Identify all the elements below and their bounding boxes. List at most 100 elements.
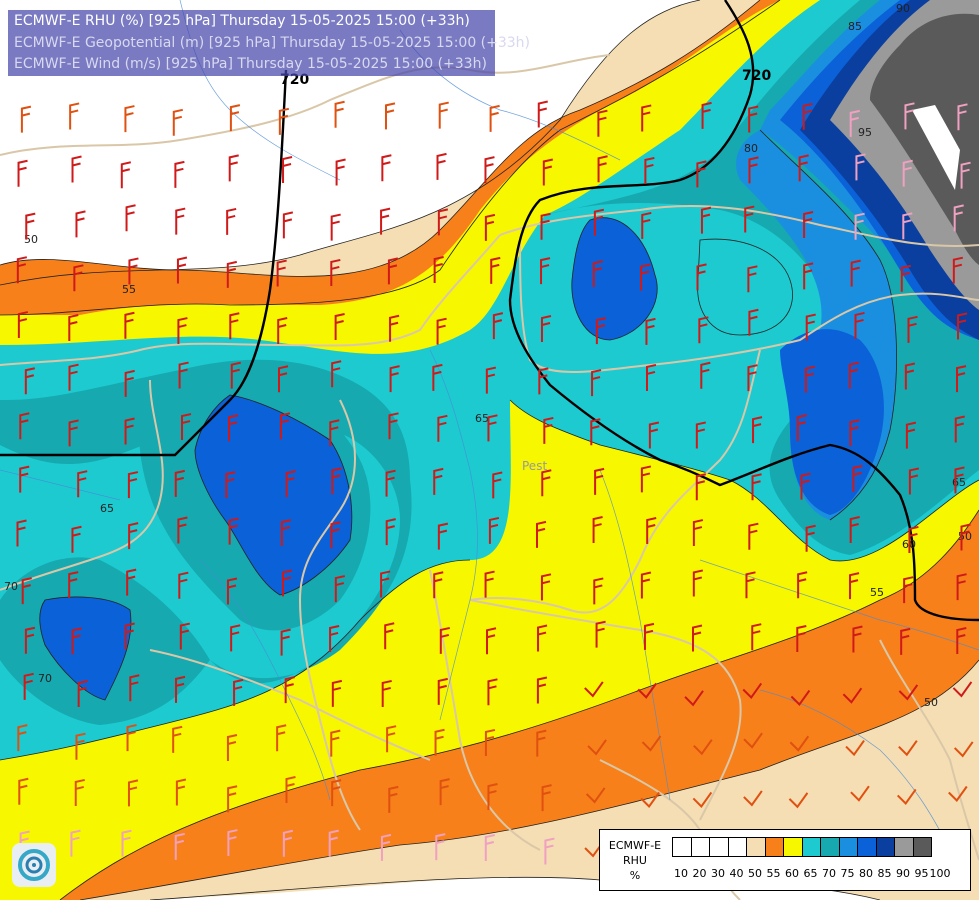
wind-barb (854, 212, 865, 240)
wind-barb (747, 265, 758, 293)
wind-barb (282, 829, 294, 857)
wind-barb (71, 525, 82, 553)
color-legend: ECMWF-E RHU % 10 20 30 40 50 55 60 65 70 75 80 85 90… (599, 829, 971, 891)
wind-barb (277, 317, 288, 344)
band-70-75 (0, 0, 979, 725)
wind-barb (129, 674, 140, 702)
wind-barb (19, 412, 30, 440)
wind-barb (485, 366, 497, 394)
wind-barb (175, 675, 186, 703)
title-rhu: ECMWF-E RHU (%) [925 hPa] Thursday 15-05… (14, 13, 470, 29)
wind-barb (751, 473, 762, 501)
wind-barb (384, 622, 395, 650)
pocket-cyan-east (697, 239, 793, 335)
wind-barb (845, 740, 865, 757)
wind-barb (389, 365, 400, 393)
wind-barb (804, 365, 816, 393)
hole-white (912, 105, 960, 190)
wind-barb (68, 419, 79, 447)
wind-barb (282, 211, 294, 239)
wind-barb (648, 421, 660, 449)
wind-barb (484, 156, 495, 184)
wind-barb (902, 159, 913, 187)
wind-barb (592, 516, 603, 544)
legend-swatch (764, 837, 784, 857)
wind-barb (695, 421, 707, 449)
legend-swatch (672, 837, 692, 857)
wind-barb (331, 360, 342, 388)
wind-barb (585, 787, 606, 804)
wind-barb (898, 740, 918, 757)
wind-barb (540, 573, 552, 601)
wind-barb (751, 623, 762, 651)
wind-barb (328, 829, 339, 857)
wind-barb (175, 778, 187, 806)
wind-barb (124, 369, 135, 397)
legend-tick: 65 (803, 867, 818, 880)
wind-barb (849, 572, 860, 600)
wind-barb (490, 256, 501, 284)
wind-barb (17, 724, 28, 752)
wind-barb (536, 520, 547, 548)
wind-barb (75, 210, 86, 238)
legend-swatch (820, 837, 840, 857)
wind-barb (748, 522, 759, 550)
wind-barb (855, 153, 866, 181)
wind-barb (329, 419, 340, 447)
wind-barb (181, 413, 192, 441)
legend-tick: 80 (859, 867, 873, 880)
wind-barb (437, 208, 449, 236)
wind-barb (68, 314, 79, 342)
wind-barb (484, 570, 495, 598)
title-wind: ECMWF-E Wind (m/s) [925 hPa] Thursday 15… (14, 56, 487, 72)
geopotential-contour (0, 0, 979, 622)
contour-label: 55 (122, 283, 136, 296)
wind-barb (128, 522, 139, 550)
wind-barb (381, 679, 392, 707)
legend-swatch (727, 837, 747, 857)
wind-barb (584, 681, 604, 698)
title-geopotential: ECMWF-E Geopotential (m) [925 hPa] Thurs… (14, 35, 531, 51)
legend-swatch (690, 837, 710, 857)
wind-barb (700, 361, 711, 389)
wind-barb (692, 791, 713, 809)
pocket-blue-2b (195, 395, 352, 595)
wind-barb (591, 369, 602, 397)
map-title-box (8, 10, 495, 76)
wind-barb (644, 156, 655, 184)
wind-barb (743, 732, 763, 749)
wind-barb (587, 739, 607, 756)
wind-barb (226, 207, 237, 235)
wind-barb (330, 258, 341, 286)
wind-barb (593, 577, 604, 605)
wind-barb (18, 777, 29, 805)
wind-barb (128, 257, 139, 285)
wind-barb (175, 207, 186, 235)
wind-barb (228, 517, 239, 545)
wind-barb (125, 204, 136, 232)
wind-barb (226, 734, 238, 761)
wind-barb (381, 154, 392, 182)
legend-tick: 75 (840, 867, 855, 880)
wind-barb (16, 256, 28, 284)
wind-barb (849, 516, 860, 544)
wind-barb (852, 464, 863, 492)
contour-label: 50 (24, 233, 38, 246)
wind-barb (121, 829, 132, 857)
wind-barb (541, 469, 552, 497)
wind-barb (484, 213, 496, 241)
wind-barb (960, 523, 971, 551)
wind-barb (434, 728, 445, 756)
wind-barb (71, 155, 82, 183)
wind-barb (439, 778, 450, 806)
wind-barb (285, 776, 296, 804)
wind-barb (854, 311, 865, 339)
wind-barb (953, 204, 964, 232)
wind-barb (805, 313, 816, 341)
contour-label: 65 (100, 502, 114, 515)
wind-barb (492, 471, 503, 499)
wind-barb (956, 365, 967, 393)
wind-barb (538, 367, 549, 395)
geopotential-labels: 720 720 (280, 68, 771, 88)
